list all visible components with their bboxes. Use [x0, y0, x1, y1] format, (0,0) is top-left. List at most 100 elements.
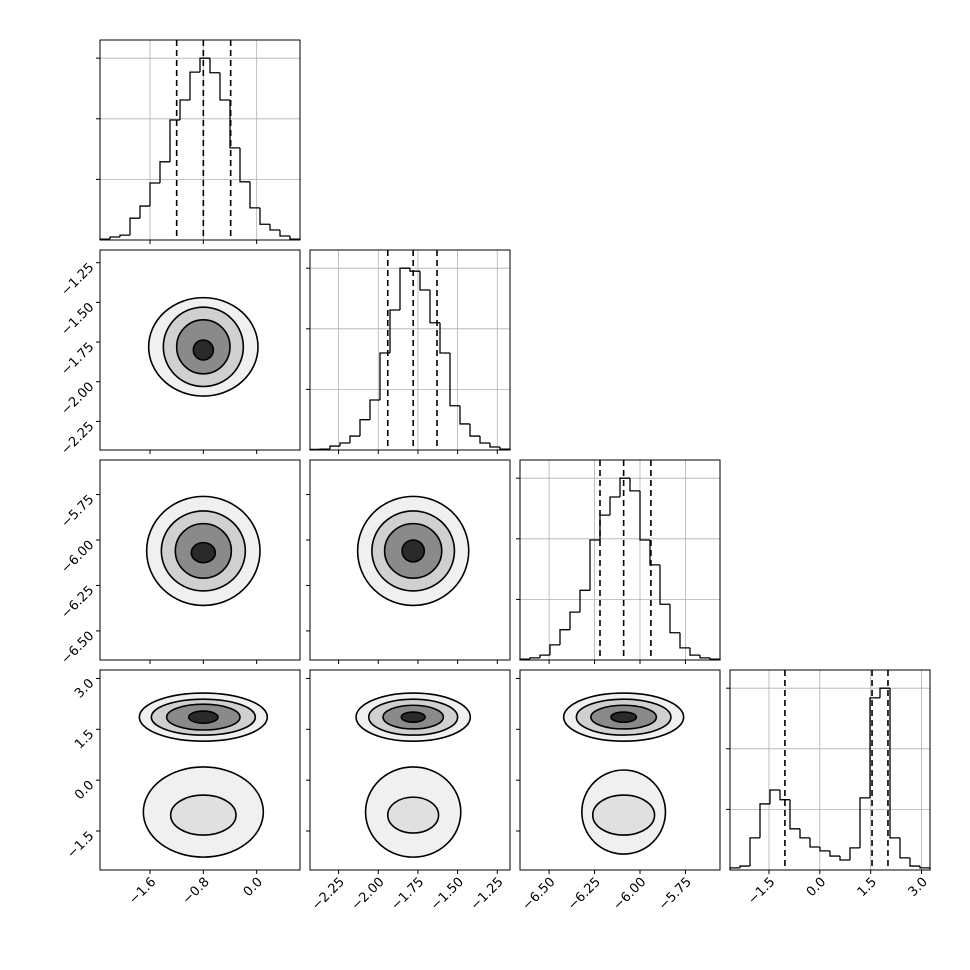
histogram-bin	[479, 436, 490, 444]
x-tick-label: −6.00	[611, 875, 650, 914]
histogram-bin	[599, 514, 610, 540]
y-tick-label: −1.5	[64, 829, 97, 862]
histogram-bin	[779, 790, 790, 801]
y-tick-label: −6.25	[59, 583, 98, 622]
panel-frame	[729, 669, 931, 871]
x-tick-label: −6.50	[520, 875, 559, 914]
histogram-bin	[119, 234, 130, 237]
histogram-bin	[409, 268, 420, 272]
histogram-bin	[619, 477, 630, 497]
histogram-bin	[799, 828, 810, 839]
histogram-bin	[589, 539, 600, 591]
histogram-bin	[349, 435, 360, 444]
histogram-bin	[839, 856, 850, 861]
histogram-bin	[329, 445, 340, 450]
histogram-bin	[219, 72, 230, 101]
x-tick-label: −1.50	[428, 875, 467, 914]
x-tick-label: −1.25	[468, 875, 507, 914]
histogram-bin	[239, 147, 250, 183]
histogram-bin	[549, 644, 560, 656]
panel-frame	[99, 249, 301, 451]
x-tick-label: −1.75	[388, 875, 427, 914]
histogram-bin	[469, 423, 480, 437]
histogram-bin	[659, 564, 670, 605]
histogram-bin	[869, 697, 880, 798]
contour	[401, 539, 426, 563]
panel-frame	[309, 459, 511, 661]
y-tick-label: −2.00	[59, 379, 98, 418]
histogram-bin	[449, 353, 460, 407]
contour-group	[562, 692, 685, 855]
panel-frame	[519, 459, 721, 661]
histogram-bin	[889, 688, 900, 839]
x-tick-label: −1.6	[126, 875, 159, 908]
histogram-bin	[379, 352, 390, 400]
histogram-bin	[159, 161, 170, 184]
histogram-bin	[459, 405, 470, 425]
x-tick-label: 0.0	[804, 875, 829, 900]
x-tick-label: −1.5	[745, 875, 778, 908]
y-tick-label: −6.50	[59, 629, 98, 668]
panel-frame	[99, 459, 301, 661]
y-tick-label: −1.50	[59, 300, 98, 339]
panel-frame	[99, 669, 301, 871]
histogram-bin	[439, 322, 450, 354]
histogram-bin	[279, 230, 290, 237]
histogram-bin	[189, 71, 200, 100]
histogram-bin	[289, 236, 301, 240]
histogram-bin	[739, 865, 750, 868]
histogram-bin	[169, 119, 180, 162]
contour-group	[356, 495, 470, 607]
y-tick-label: −5.75	[59, 492, 98, 531]
panel-frame	[519, 669, 721, 871]
panel-frame	[309, 669, 511, 871]
histogram-bin	[559, 629, 570, 645]
contour-group	[138, 692, 269, 858]
contour-group	[147, 296, 259, 397]
contour	[169, 794, 237, 836]
contour-group	[355, 692, 472, 858]
histogram-bin	[369, 399, 380, 420]
contour	[190, 541, 217, 564]
histogram-bin	[849, 847, 860, 860]
histogram-bin	[639, 490, 650, 541]
contour	[187, 710, 219, 725]
histogram-bin	[229, 100, 240, 149]
contour-group	[145, 495, 261, 607]
histogram-bin	[819, 846, 830, 852]
histogram-bin	[679, 632, 690, 649]
y-tick-label: 0.0	[72, 778, 97, 803]
x-tick-label: −2.00	[349, 875, 388, 914]
x-tick-label: −0.8	[180, 875, 213, 908]
x-tick-label: −5.75	[656, 875, 695, 914]
y-tick-label: −1.25	[59, 260, 98, 299]
contour	[400, 711, 426, 724]
histogram-bin	[149, 182, 160, 207]
histogram-bin	[649, 540, 660, 566]
x-tick-label: 0.0	[241, 875, 266, 900]
histogram-bin	[389, 309, 400, 354]
histogram-bin	[429, 290, 440, 324]
histogram-bin	[359, 419, 370, 437]
histogram-bin	[879, 687, 890, 698]
histogram-bin	[419, 271, 430, 291]
histogram-bin	[829, 850, 840, 857]
x-tick-label: −2.25	[309, 875, 348, 914]
y-tick-label: −2.25	[59, 419, 98, 458]
y-tick-label: −1.75	[59, 340, 98, 379]
y-tick-label: −6.00	[59, 538, 98, 577]
histogram-bin	[699, 655, 710, 659]
histogram-bin	[269, 224, 280, 231]
panel-frame	[309, 249, 511, 451]
histogram-bin	[139, 205, 150, 219]
histogram-bin	[199, 57, 210, 73]
histogram-bin	[789, 799, 800, 830]
histogram-bin	[109, 236, 120, 240]
histogram-bin	[339, 442, 350, 447]
histogram-bin	[859, 797, 870, 848]
histogram-bin	[249, 181, 260, 209]
contour	[386, 796, 440, 834]
x-tick-label: −6.25	[565, 875, 604, 914]
histogram-bin	[609, 496, 620, 516]
